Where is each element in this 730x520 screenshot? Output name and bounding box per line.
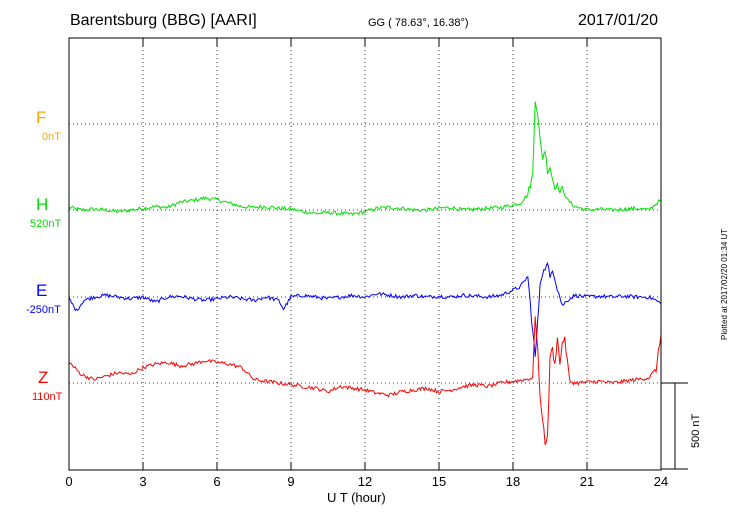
series-line-h [68, 101, 662, 216]
x-tick-label-15: 15 [432, 474, 446, 489]
series-label-h: H [36, 195, 49, 214]
x-tick-label-3: 3 [139, 474, 146, 489]
series-label-f: F [36, 108, 47, 127]
x-tick-label-0: 0 [65, 474, 72, 489]
x-tick-label-24: 24 [654, 474, 668, 489]
x-tick-label-21: 21 [580, 474, 594, 489]
plot-date: 2017/01/20 [578, 12, 659, 29]
station-coordinates: GG ( 78.63°, 16.38°) [368, 17, 469, 29]
x-ticks [68, 38, 662, 470]
series-baseline-h: 520nT [30, 218, 62, 230]
plotted-note: Plotted at 2017/02/20 01:34 UT [720, 228, 729, 340]
series-baseline-z: 110nT [32, 391, 63, 403]
traces [68, 101, 662, 445]
series-baseline-e: -250nT [26, 304, 61, 316]
series-line-z [68, 316, 662, 445]
x-tick-label-9: 9 [287, 474, 294, 489]
x-tick-label-18: 18 [506, 474, 520, 489]
series-label-e: E [36, 281, 48, 300]
station-title: Barentsburg (BBG) [AARI] [70, 12, 257, 29]
series-line-e [68, 261, 662, 357]
x-tick-labels: 0 3 6 9 12 15 18 21 24 [65, 474, 668, 489]
x-tick-label-6: 6 [213, 474, 220, 489]
scale-bar-label: 500 nT [690, 413, 702, 448]
x-axis-label: U T (hour) [327, 490, 386, 505]
grid [142, 38, 588, 470]
x-tick-label-12: 12 [358, 474, 372, 489]
scale-bar [661, 382, 688, 470]
series-baseline-f: 0nT [42, 131, 61, 143]
series-label-z: Z [38, 368, 49, 387]
